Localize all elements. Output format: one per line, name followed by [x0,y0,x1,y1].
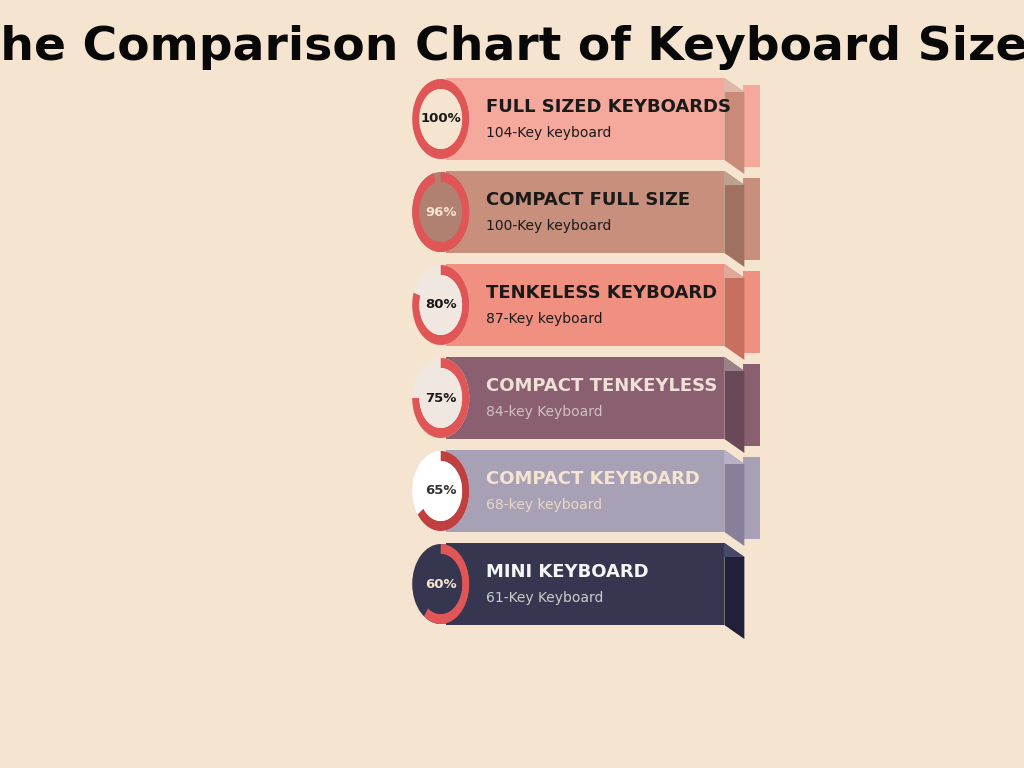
Polygon shape [446,543,724,625]
Polygon shape [724,264,744,360]
Circle shape [420,89,462,149]
Polygon shape [413,358,469,438]
Polygon shape [446,264,744,278]
Polygon shape [446,78,744,92]
Text: FULL SIZED KEYBOARDS: FULL SIZED KEYBOARDS [485,98,731,116]
Circle shape [420,275,462,335]
Text: 96%: 96% [425,206,457,219]
Polygon shape [724,357,744,453]
Polygon shape [724,450,744,546]
Polygon shape [446,78,724,160]
Text: 68-key keyboard: 68-key keyboard [485,498,602,512]
Circle shape [413,358,469,438]
Polygon shape [446,171,724,253]
Circle shape [420,554,462,614]
Polygon shape [724,543,744,639]
Circle shape [413,451,469,531]
Text: 80%: 80% [425,299,457,312]
Text: 84-key Keyboard: 84-key Keyboard [485,405,602,419]
Polygon shape [724,171,744,267]
Circle shape [413,79,469,159]
Polygon shape [413,265,469,345]
Polygon shape [743,364,760,446]
Text: 60%: 60% [425,578,457,591]
Polygon shape [446,264,724,346]
Text: COMPACT TENKEYLESS: COMPACT TENKEYLESS [485,377,717,395]
Text: 87-Key keyboard: 87-Key keyboard [485,312,602,326]
Circle shape [420,461,462,521]
Polygon shape [743,271,760,353]
Polygon shape [424,544,469,624]
Circle shape [413,544,469,624]
Text: COMPACT FULL SIZE: COMPACT FULL SIZE [485,191,690,209]
Polygon shape [446,543,744,557]
Polygon shape [446,450,724,532]
Polygon shape [743,85,760,167]
Polygon shape [413,172,469,252]
Polygon shape [743,178,760,260]
Text: The Comparison Chart of Keyboard Sizes: The Comparison Chart of Keyboard Sizes [0,25,1024,71]
Text: TENKELESS KEYBOARD: TENKELESS KEYBOARD [485,284,717,302]
Polygon shape [446,450,744,464]
Circle shape [413,172,469,252]
Polygon shape [418,451,469,531]
Polygon shape [413,79,469,159]
Circle shape [413,265,469,345]
Circle shape [420,182,462,242]
Text: COMPACT KEYBOARD: COMPACT KEYBOARD [485,470,699,488]
Text: 104-Key keyboard: 104-Key keyboard [485,126,611,140]
Polygon shape [446,357,724,439]
Text: 100%: 100% [420,112,461,125]
Polygon shape [724,78,744,174]
Circle shape [420,368,462,428]
Text: 75%: 75% [425,392,457,405]
Text: 100-Key keyboard: 100-Key keyboard [485,219,611,233]
Polygon shape [446,171,744,185]
Text: 65%: 65% [425,485,457,498]
Text: MINI KEYBOARD: MINI KEYBOARD [485,563,648,581]
Polygon shape [446,357,744,371]
Polygon shape [743,457,760,539]
Text: 61-Key Keyboard: 61-Key Keyboard [485,591,603,605]
